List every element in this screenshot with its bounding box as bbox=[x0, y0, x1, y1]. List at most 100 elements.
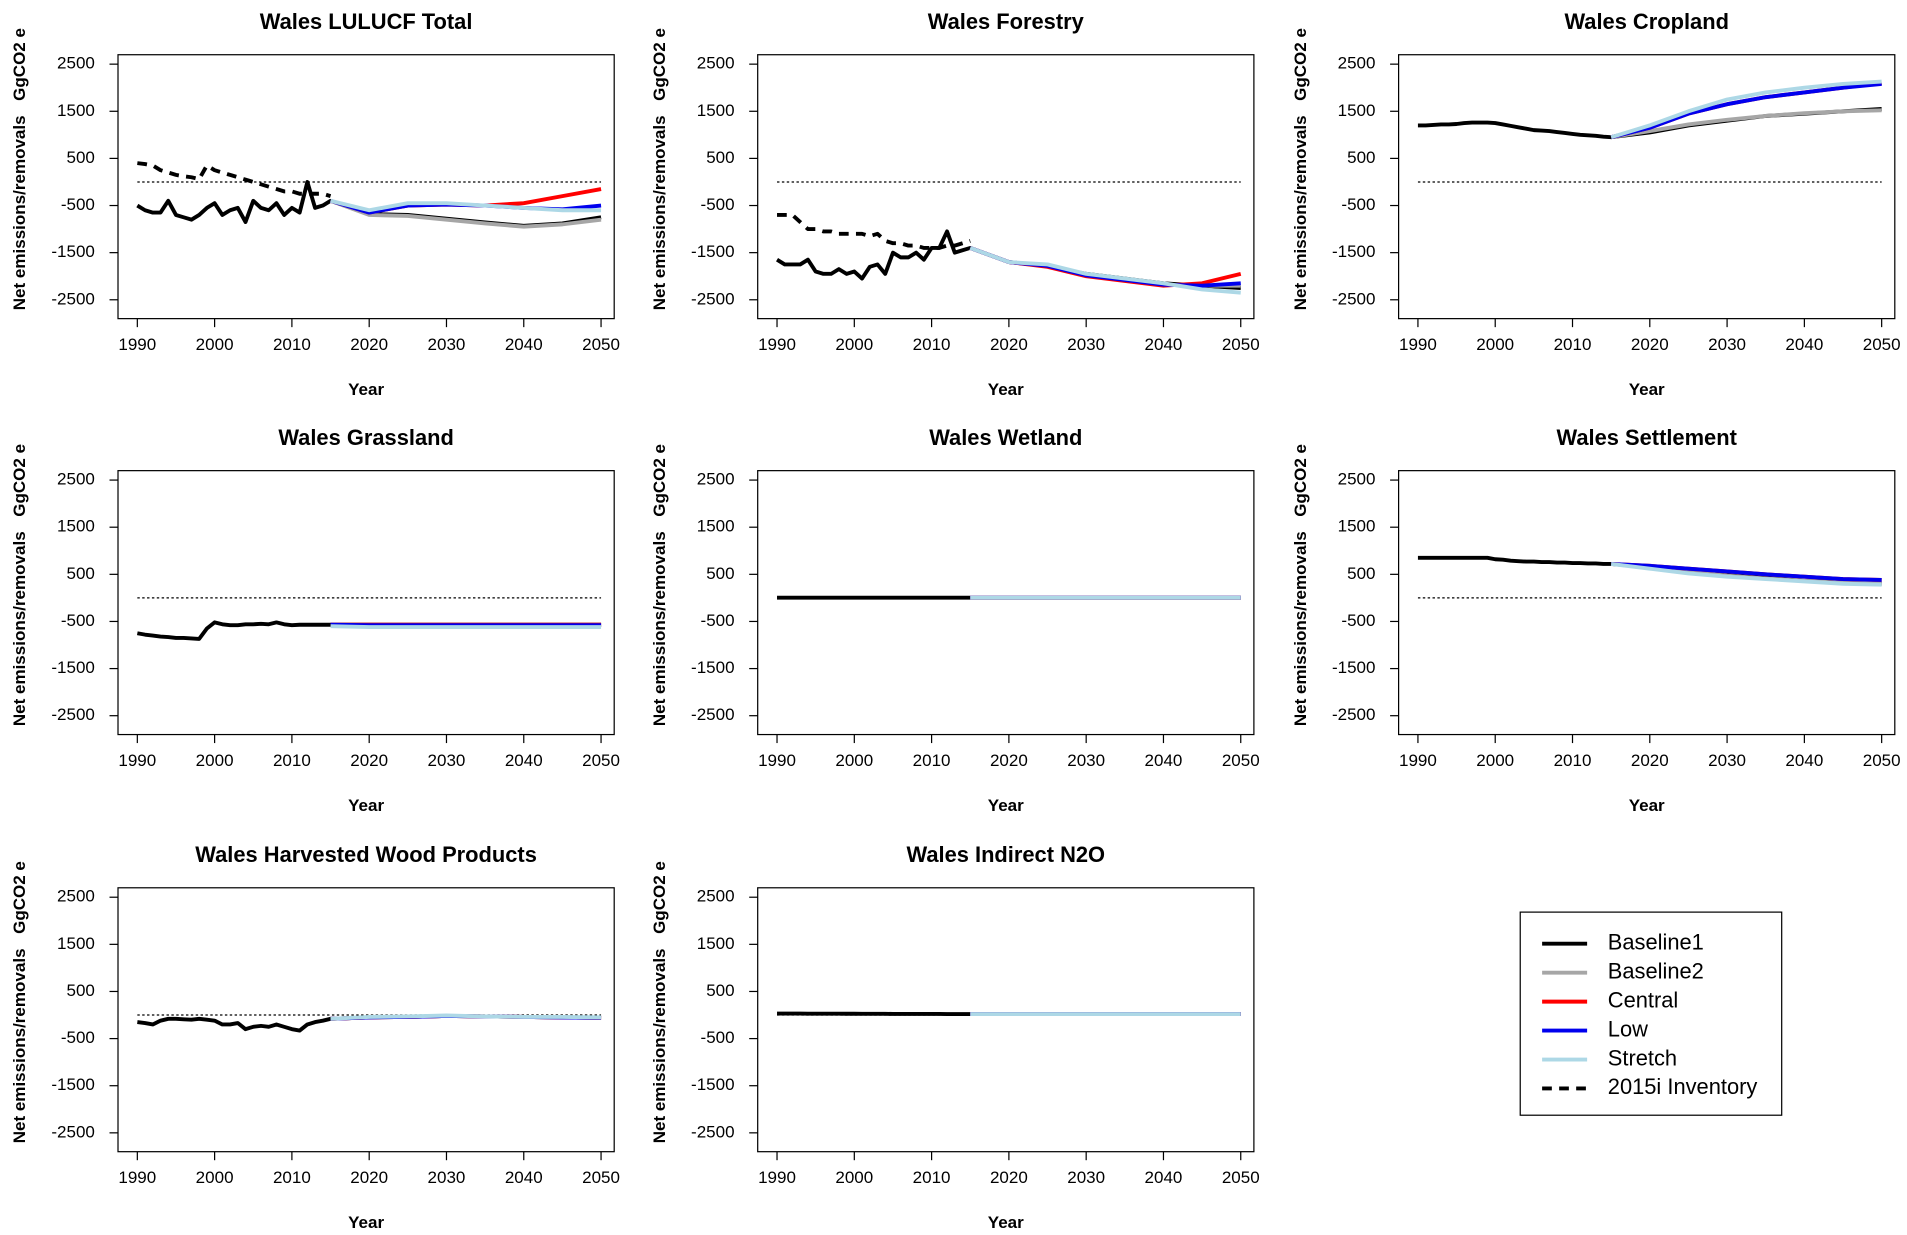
y-axis-unit: GgCO2 e bbox=[650, 861, 669, 934]
plot-box bbox=[757, 887, 1255, 1153]
y-tick-label: -2500 bbox=[1332, 705, 1376, 724]
panel-title: Wales Settlement bbox=[1557, 425, 1738, 450]
y-axis-label: Net emissions/removals bbox=[10, 531, 29, 726]
x-tick-label: 2020 bbox=[350, 751, 388, 770]
panel: Wales Wetland -2500 -1500 -500 500 1500 2500 19… bbox=[650, 425, 1260, 815]
series-line bbox=[777, 213, 971, 250]
y-tick-label: 2500 bbox=[697, 470, 735, 489]
plot-box bbox=[757, 470, 1255, 736]
y-tick-label: -2500 bbox=[691, 705, 735, 724]
y-tick-label: 2500 bbox=[1338, 470, 1376, 489]
legend-box bbox=[1519, 911, 1783, 1116]
x-tick-label: 2050 bbox=[1222, 751, 1260, 770]
y-tick-label: 2500 bbox=[57, 470, 95, 489]
y-tick-label: 500 bbox=[706, 981, 734, 1000]
plot-box bbox=[117, 887, 615, 1153]
x-tick-label: 2020 bbox=[1631, 335, 1669, 354]
y-tick-label: -2500 bbox=[51, 289, 95, 308]
y-tick-label: 2500 bbox=[1338, 54, 1376, 73]
y-axis-label: Net emissions/removals bbox=[10, 115, 29, 310]
x-tick-label: 1990 bbox=[1399, 751, 1437, 770]
x-tick-label: 2040 bbox=[505, 1168, 543, 1187]
y-tick-label: 2500 bbox=[57, 887, 95, 906]
x-tick-label: 2050 bbox=[1222, 335, 1260, 354]
series-line bbox=[330, 624, 602, 630]
legend-label: Low bbox=[1608, 1016, 1648, 1041]
y-axis-unit: GgCO2 e bbox=[650, 444, 669, 517]
x-tick-label: 2050 bbox=[582, 751, 620, 770]
y-tick-label: -1500 bbox=[691, 242, 735, 261]
y-tick-label: 1500 bbox=[697, 101, 735, 120]
y-tick-label: 500 bbox=[67, 148, 95, 167]
x-tick-label: 1990 bbox=[1399, 335, 1437, 354]
x-tick-label: 2040 bbox=[1145, 751, 1183, 770]
legend-label: Baseline2 bbox=[1608, 958, 1704, 983]
x-tick-label: 2030 bbox=[428, 751, 466, 770]
x-tick-label: 2000 bbox=[835, 1168, 873, 1187]
series-line bbox=[1610, 108, 1882, 140]
y-axis-label: Net emissions/removals bbox=[10, 948, 29, 1143]
x-tick-label: 1990 bbox=[118, 751, 156, 770]
plot-box bbox=[757, 54, 1255, 320]
series-line bbox=[1610, 562, 1882, 587]
y-tick-label: -500 bbox=[1341, 611, 1375, 630]
y-tick-label: 1500 bbox=[57, 101, 95, 120]
x-tick-label: 2020 bbox=[350, 1168, 388, 1187]
y-tick-label: -500 bbox=[61, 195, 95, 214]
panel: Wales Settlement -2500 -1500 -500 500 1500 250… bbox=[1291, 425, 1901, 815]
x-tick-label: 1990 bbox=[758, 751, 796, 770]
x-axis-label: Year bbox=[988, 380, 1024, 399]
x-axis-label: Year bbox=[1629, 380, 1665, 399]
y-axis-unit: GgCO2 e bbox=[10, 444, 29, 517]
legend-label: Central bbox=[1608, 987, 1679, 1012]
x-tick-label: 2000 bbox=[835, 751, 873, 770]
x-tick-label: 2040 bbox=[505, 335, 543, 354]
y-tick-label: 1500 bbox=[1338, 517, 1376, 536]
panel: Wales Grassland -2500 -1500 -500 500 1500 2500… bbox=[10, 425, 620, 815]
panel-title: Wales Forestry bbox=[928, 9, 1085, 34]
y-axis-label: Net emissions/removals bbox=[650, 531, 669, 726]
y-tick-label: -2500 bbox=[51, 705, 95, 724]
plot-box bbox=[117, 470, 615, 736]
y-tick-label: -2500 bbox=[1332, 289, 1376, 308]
y-tick-label: 1500 bbox=[1338, 101, 1376, 120]
x-tick-label: 2030 bbox=[428, 1168, 466, 1187]
y-tick-label: 500 bbox=[67, 981, 95, 1000]
series-line bbox=[1610, 79, 1882, 140]
y-tick-label: 500 bbox=[706, 564, 734, 583]
series-line bbox=[1611, 562, 1882, 582]
y-axis-unit: GgCO2 e bbox=[10, 28, 29, 101]
series-line bbox=[969, 246, 1241, 295]
panel-title: Wales Grassland bbox=[278, 425, 453, 450]
panel: Wales Forestry -2500 -1500 -500 500 1500 2500 1… bbox=[650, 9, 1260, 399]
x-tick-label: 2050 bbox=[1863, 751, 1901, 770]
y-tick-label: 500 bbox=[67, 564, 95, 583]
legend-label: Baseline1 bbox=[1608, 930, 1704, 955]
y-tick-label: 1500 bbox=[57, 517, 95, 536]
y-axis-label: Net emissions/removals bbox=[1291, 115, 1310, 310]
legend-label: Stretch bbox=[1608, 1045, 1677, 1070]
x-tick-label: 2010 bbox=[913, 1168, 951, 1187]
x-tick-label: 2000 bbox=[1476, 335, 1514, 354]
y-tick-label: -1500 bbox=[691, 658, 735, 677]
y-axis-label: Net emissions/removals bbox=[650, 948, 669, 1143]
series-line bbox=[329, 198, 602, 229]
x-tick-label: 2010 bbox=[1554, 751, 1592, 770]
y-axis-unit: GgCO2 e bbox=[650, 28, 669, 101]
y-tick-label: -1500 bbox=[51, 1075, 95, 1094]
x-tick-label: 2020 bbox=[350, 335, 388, 354]
y-tick-label: -2500 bbox=[691, 289, 735, 308]
y-tick-label: -1500 bbox=[691, 1075, 735, 1094]
x-tick-label: 1990 bbox=[758, 335, 796, 354]
x-tick-label: 2010 bbox=[273, 751, 311, 770]
y-axis-label: Net emissions/removals bbox=[1291, 531, 1310, 726]
x-tick-label: 2000 bbox=[196, 1168, 234, 1187]
x-tick-label: 2010 bbox=[273, 1168, 311, 1187]
x-tick-label: 2010 bbox=[273, 335, 311, 354]
y-axis-unit: GgCO2 e bbox=[1291, 444, 1310, 517]
panel: Wales Cropland -2500 -1500 -500 500 1500 2500 1… bbox=[1291, 9, 1901, 399]
x-tick-label: 2000 bbox=[1476, 751, 1514, 770]
x-tick-label: 2040 bbox=[1145, 335, 1183, 354]
x-tick-label: 2030 bbox=[1067, 751, 1105, 770]
x-tick-label: 2030 bbox=[1708, 335, 1746, 354]
